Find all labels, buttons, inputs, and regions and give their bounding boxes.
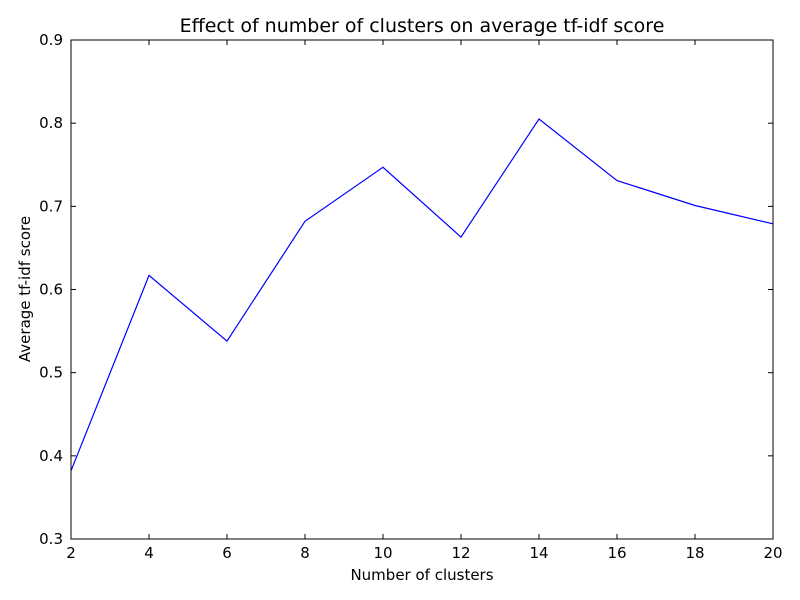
plot-area — [70, 39, 774, 540]
x-tick-label: 18 — [685, 544, 704, 562]
x-tick-label: 12 — [451, 544, 470, 562]
y-tick-label: 0.5 — [39, 364, 63, 382]
y-axis: 0.3 0.4 0.5 0.6 0.7 0.8 0.9 — [39, 31, 773, 548]
y-axis-label: Average tf-idf score — [16, 216, 34, 362]
y-tick-label: 0.9 — [39, 31, 63, 49]
x-tick-label: 20 — [763, 544, 782, 562]
x-axis: 2 4 6 8 10 12 14 16 18 20 — [66, 40, 783, 562]
x-axis-label: Number of clusters — [350, 566, 493, 584]
x-tick-label: 16 — [607, 544, 626, 562]
series-line — [70, 118, 774, 472]
x-tick-label: 10 — [373, 544, 392, 562]
y-tick-label: 0.4 — [39, 447, 63, 465]
x-tick-label: 4 — [144, 544, 154, 562]
y-tick-label: 0.8 — [39, 114, 63, 132]
x-tick-label: 8 — [300, 544, 310, 562]
x-tick-label: 2 — [66, 544, 76, 562]
y-tick-label: 0.7 — [39, 197, 63, 215]
plot-frame — [70, 39, 774, 540]
chart-title: Effect of number of clusters on average … — [180, 15, 665, 37]
x-tick-label: 14 — [529, 544, 548, 562]
x-tick-label: 6 — [222, 544, 232, 562]
y-tick-label: 0.3 — [39, 530, 63, 548]
y-tick-label: 0.6 — [39, 281, 63, 299]
